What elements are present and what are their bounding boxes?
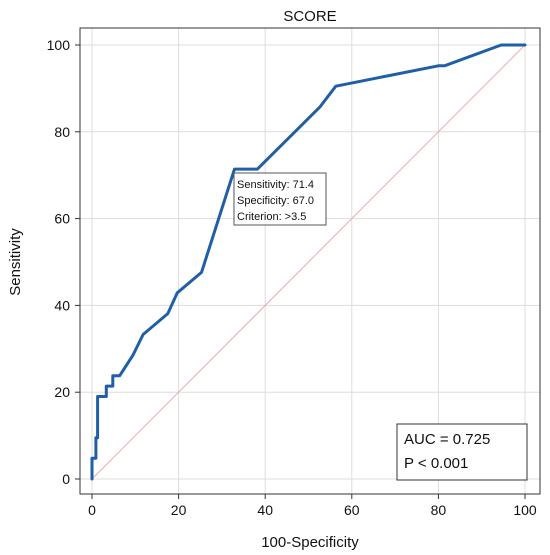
cutoff-criterion-label: Criterion: >3.5 <box>237 211 306 223</box>
auc-annotation-box <box>396 423 528 481</box>
reference-diagonal-line <box>91 44 526 480</box>
y-tick-label: 100 <box>47 37 71 53</box>
y-axis-title: Sensitivity <box>7 228 24 296</box>
y-tick-label: 0 <box>62 471 70 487</box>
plot-frame <box>79 27 541 495</box>
x-tick-label: 0 <box>88 502 96 518</box>
reference-line-layer <box>91 44 526 480</box>
y-tick-label: 20 <box>54 384 70 400</box>
x-tick-label: 40 <box>257 502 273 518</box>
auc-value-label: AUC = 0.725 <box>404 431 490 448</box>
cutoff-sensitivity-label: Sensitivity: 71.4 <box>237 179 314 191</box>
auc-annotation: AUC = 0.725 P < 0.001 <box>396 423 528 481</box>
cutoff-annotation: Sensitivity: 71.4 Specificity: 67.0 Crit… <box>233 172 327 226</box>
cutoff-annotation-box <box>233 172 327 226</box>
cutoff-specificity-label: Specificity: 67.0 <box>237 195 314 207</box>
y-tick-label: 40 <box>54 297 70 313</box>
y-tick-label: 60 <box>54 211 70 227</box>
roc-curve-line <box>90 43 527 481</box>
x-tick-label: 20 <box>171 502 187 518</box>
x-tick-label: 100 <box>513 502 537 518</box>
x-tick-label: 60 <box>344 502 360 518</box>
p-value-label: P < 0.001 <box>404 455 468 472</box>
x-tick-label: 80 <box>431 502 447 518</box>
chart-title: SCORE <box>283 8 336 25</box>
y-tick-label: 80 <box>54 124 70 140</box>
axis-ticks: 0 20 40 60 80 100 0 20 40 60 80 100 <box>47 37 537 518</box>
roc-curve-layer <box>90 43 527 481</box>
x-axis-title: 100-Specificity <box>261 534 359 551</box>
